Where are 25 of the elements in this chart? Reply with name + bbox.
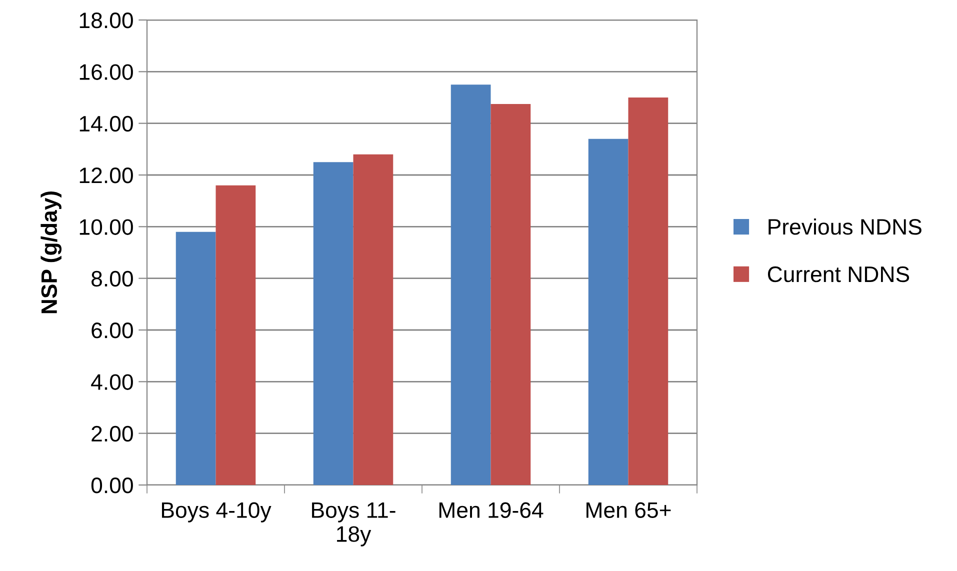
y-tick-label: 18.00 — [80, 12, 133, 28]
y-axis-title: NSP (g/day) — [40, 191, 62, 314]
legend-label: Previous NDNS — [768, 218, 922, 235]
x-tick-label: Boys 4-10y — [162, 502, 272, 522]
bar — [353, 154, 394, 485]
bar — [176, 232, 216, 485]
y-tick-label: 14.00 — [80, 116, 133, 132]
y-tick-label: 2.00 — [92, 426, 133, 442]
bar — [313, 162, 354, 485]
x-tick-label: Men 19-64 — [439, 502, 544, 518]
x-tick-label: Men 65+ — [586, 502, 671, 518]
y-tick-label: 12.00 — [80, 168, 133, 184]
y-tick-label: 0.00 — [91, 478, 133, 494]
y-tick-label: 10.00 — [80, 219, 133, 235]
y-tick-label: 8.00 — [92, 270, 133, 287]
bar — [588, 138, 628, 485]
x-tick-label: Boys 11-18y — [312, 502, 396, 546]
bar — [490, 104, 531, 485]
legend-label: Current NDNS — [768, 266, 910, 282]
y-tick-label: 16.00 — [80, 64, 133, 80]
bar — [628, 98, 668, 485]
bar — [216, 185, 256, 485]
y-tick-label: 4.00 — [91, 374, 133, 390]
y-tick-label: 6.00 — [92, 322, 133, 338]
bar — [450, 84, 491, 485]
